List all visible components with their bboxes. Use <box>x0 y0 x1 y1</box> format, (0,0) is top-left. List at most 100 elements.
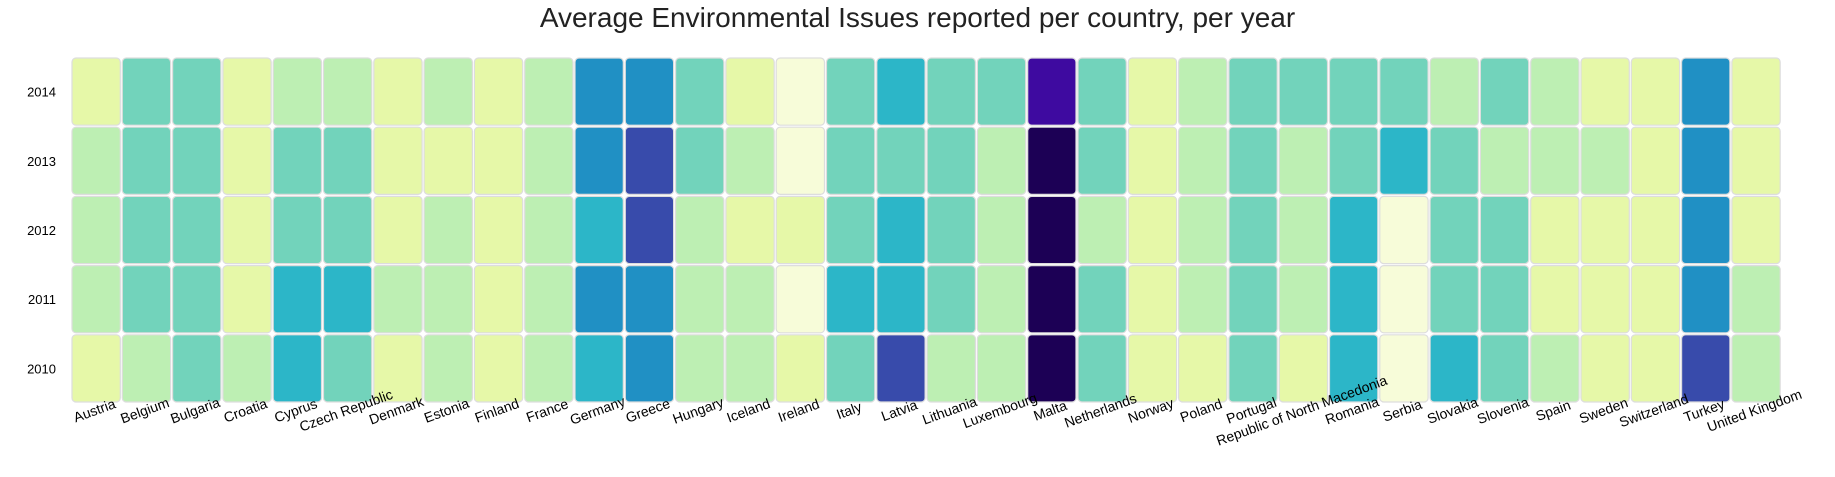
heatmap-cell <box>473 265 524 334</box>
heatmap-cell <box>71 334 121 403</box>
heatmap-cell <box>1278 195 1329 265</box>
heatmap-cell <box>524 195 574 265</box>
heatmap-cell <box>121 57 172 126</box>
heatmap-cell <box>222 265 272 334</box>
y-tick-label: 2014 <box>27 85 56 100</box>
heatmap-cell <box>775 57 826 126</box>
heatmap-cell <box>121 265 172 334</box>
heatmap-cell <box>524 334 574 403</box>
heatmap-cell <box>322 265 373 334</box>
heatmap-cell <box>1027 57 1077 126</box>
heatmap-cell <box>1379 265 1429 334</box>
heatmap-cell <box>322 334 373 403</box>
heatmap-cell <box>574 57 624 126</box>
heatmap-cell <box>876 334 926 403</box>
heatmap-cell <box>725 126 775 195</box>
heatmap-cell <box>1077 265 1127 334</box>
heatmap-cell <box>1177 57 1228 126</box>
heatmap-cell <box>1328 57 1379 126</box>
heatmap-cell <box>1127 265 1178 334</box>
heatmap-cell <box>1479 195 1530 265</box>
heatmap-cell <box>1278 265 1329 334</box>
heatmap-cell <box>373 57 423 126</box>
heatmap-cell <box>1479 334 1530 403</box>
heatmap-cell <box>322 57 373 126</box>
heatmap-cell <box>1479 57 1530 126</box>
heatmap-cell <box>322 195 373 265</box>
heatmap-cell <box>272 126 323 195</box>
heatmap-cell <box>172 334 222 403</box>
heatmap-cell <box>373 195 423 265</box>
heatmap-cell <box>876 265 926 334</box>
heatmap-cell <box>1530 265 1580 334</box>
heatmap-cell <box>1328 265 1379 334</box>
heatmap-cell <box>423 57 474 126</box>
heatmap-cell <box>1530 334 1580 403</box>
heatmap-cell <box>524 265 574 334</box>
heatmap-cell <box>1630 334 1681 403</box>
heatmap-cell <box>1077 126 1127 195</box>
heatmap-cell <box>926 57 976 126</box>
heatmap-cell <box>1429 334 1479 403</box>
heatmap-cell <box>1680 334 1731 403</box>
heatmap-cell <box>1429 265 1479 334</box>
heatmap-cell <box>71 57 121 126</box>
heatmap-cell <box>222 195 272 265</box>
y-tick-label: 2012 <box>27 223 56 238</box>
heatmap-cell <box>574 195 624 265</box>
heatmap-cell <box>1731 265 1781 334</box>
heatmap-cell <box>976 126 1027 195</box>
heatmap-cell <box>1027 195 1077 265</box>
heatmap-cell <box>1680 126 1731 195</box>
heatmap-cell <box>473 126 524 195</box>
heatmap-cell <box>926 126 976 195</box>
heatmap-cell <box>1278 57 1329 126</box>
heatmap-cell <box>1479 265 1530 334</box>
heatmap-cell <box>222 334 272 403</box>
heatmap-cell <box>1580 126 1630 195</box>
heatmap-cell <box>825 334 876 403</box>
heatmap-cell <box>1077 195 1127 265</box>
heatmap-cell <box>423 126 474 195</box>
heatmap-cell <box>574 126 624 195</box>
heatmap-cell <box>1731 57 1781 126</box>
heatmap-cell <box>1027 126 1077 195</box>
heatmap-cell <box>473 57 524 126</box>
heatmap-cell <box>1228 195 1278 265</box>
heatmap-cell <box>1328 195 1379 265</box>
heatmap-cell <box>1328 126 1379 195</box>
heatmap-cell <box>473 334 524 403</box>
heatmap-cell <box>574 334 624 403</box>
heatmap-cell <box>71 265 121 334</box>
heatmap-cell <box>1027 334 1077 403</box>
heatmap-cell <box>674 265 725 334</box>
heatmap-cell <box>976 195 1027 265</box>
heatmap-cell <box>976 265 1027 334</box>
heatmap-cell <box>222 57 272 126</box>
heatmap-cell <box>1630 57 1681 126</box>
heatmap-cell <box>1379 57 1429 126</box>
heatmap-cell <box>624 334 675 403</box>
heatmap-cell <box>423 265 474 334</box>
heatmap-cell <box>172 265 222 334</box>
heatmap-cell <box>1127 126 1178 195</box>
heatmap-cell <box>1630 195 1681 265</box>
heatmap-cell <box>1580 57 1630 126</box>
heatmap-cell <box>876 195 926 265</box>
heatmap-cell <box>876 57 926 126</box>
heatmap-cell <box>1027 265 1077 334</box>
heatmap-cell <box>1127 334 1178 403</box>
heatmap-cell <box>1429 126 1479 195</box>
y-tick-label: 2011 <box>28 292 56 307</box>
heatmap-cell <box>272 195 323 265</box>
heatmap-cell <box>825 195 876 265</box>
heatmap-cell <box>775 265 826 334</box>
heatmap-cell <box>926 265 976 334</box>
heatmap-cell <box>172 195 222 265</box>
heatmap-cell <box>825 126 876 195</box>
heatmap-cell <box>423 334 474 403</box>
heatmap-cell <box>322 126 373 195</box>
heatmap-cell <box>1630 265 1681 334</box>
heatmap-cell <box>121 334 172 403</box>
